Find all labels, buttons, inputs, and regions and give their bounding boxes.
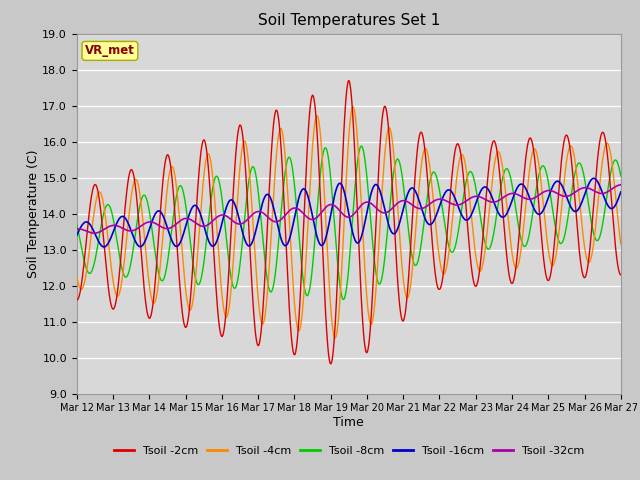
X-axis label: Time: Time (333, 416, 364, 429)
Y-axis label: Soil Temperature (C): Soil Temperature (C) (26, 149, 40, 278)
Legend: Tsoil -2cm, Tsoil -4cm, Tsoil -8cm, Tsoil -16cm, Tsoil -32cm: Tsoil -2cm, Tsoil -4cm, Tsoil -8cm, Tsoi… (109, 441, 588, 460)
Title: Soil Temperatures Set 1: Soil Temperatures Set 1 (258, 13, 440, 28)
Text: VR_met: VR_met (85, 44, 135, 58)
